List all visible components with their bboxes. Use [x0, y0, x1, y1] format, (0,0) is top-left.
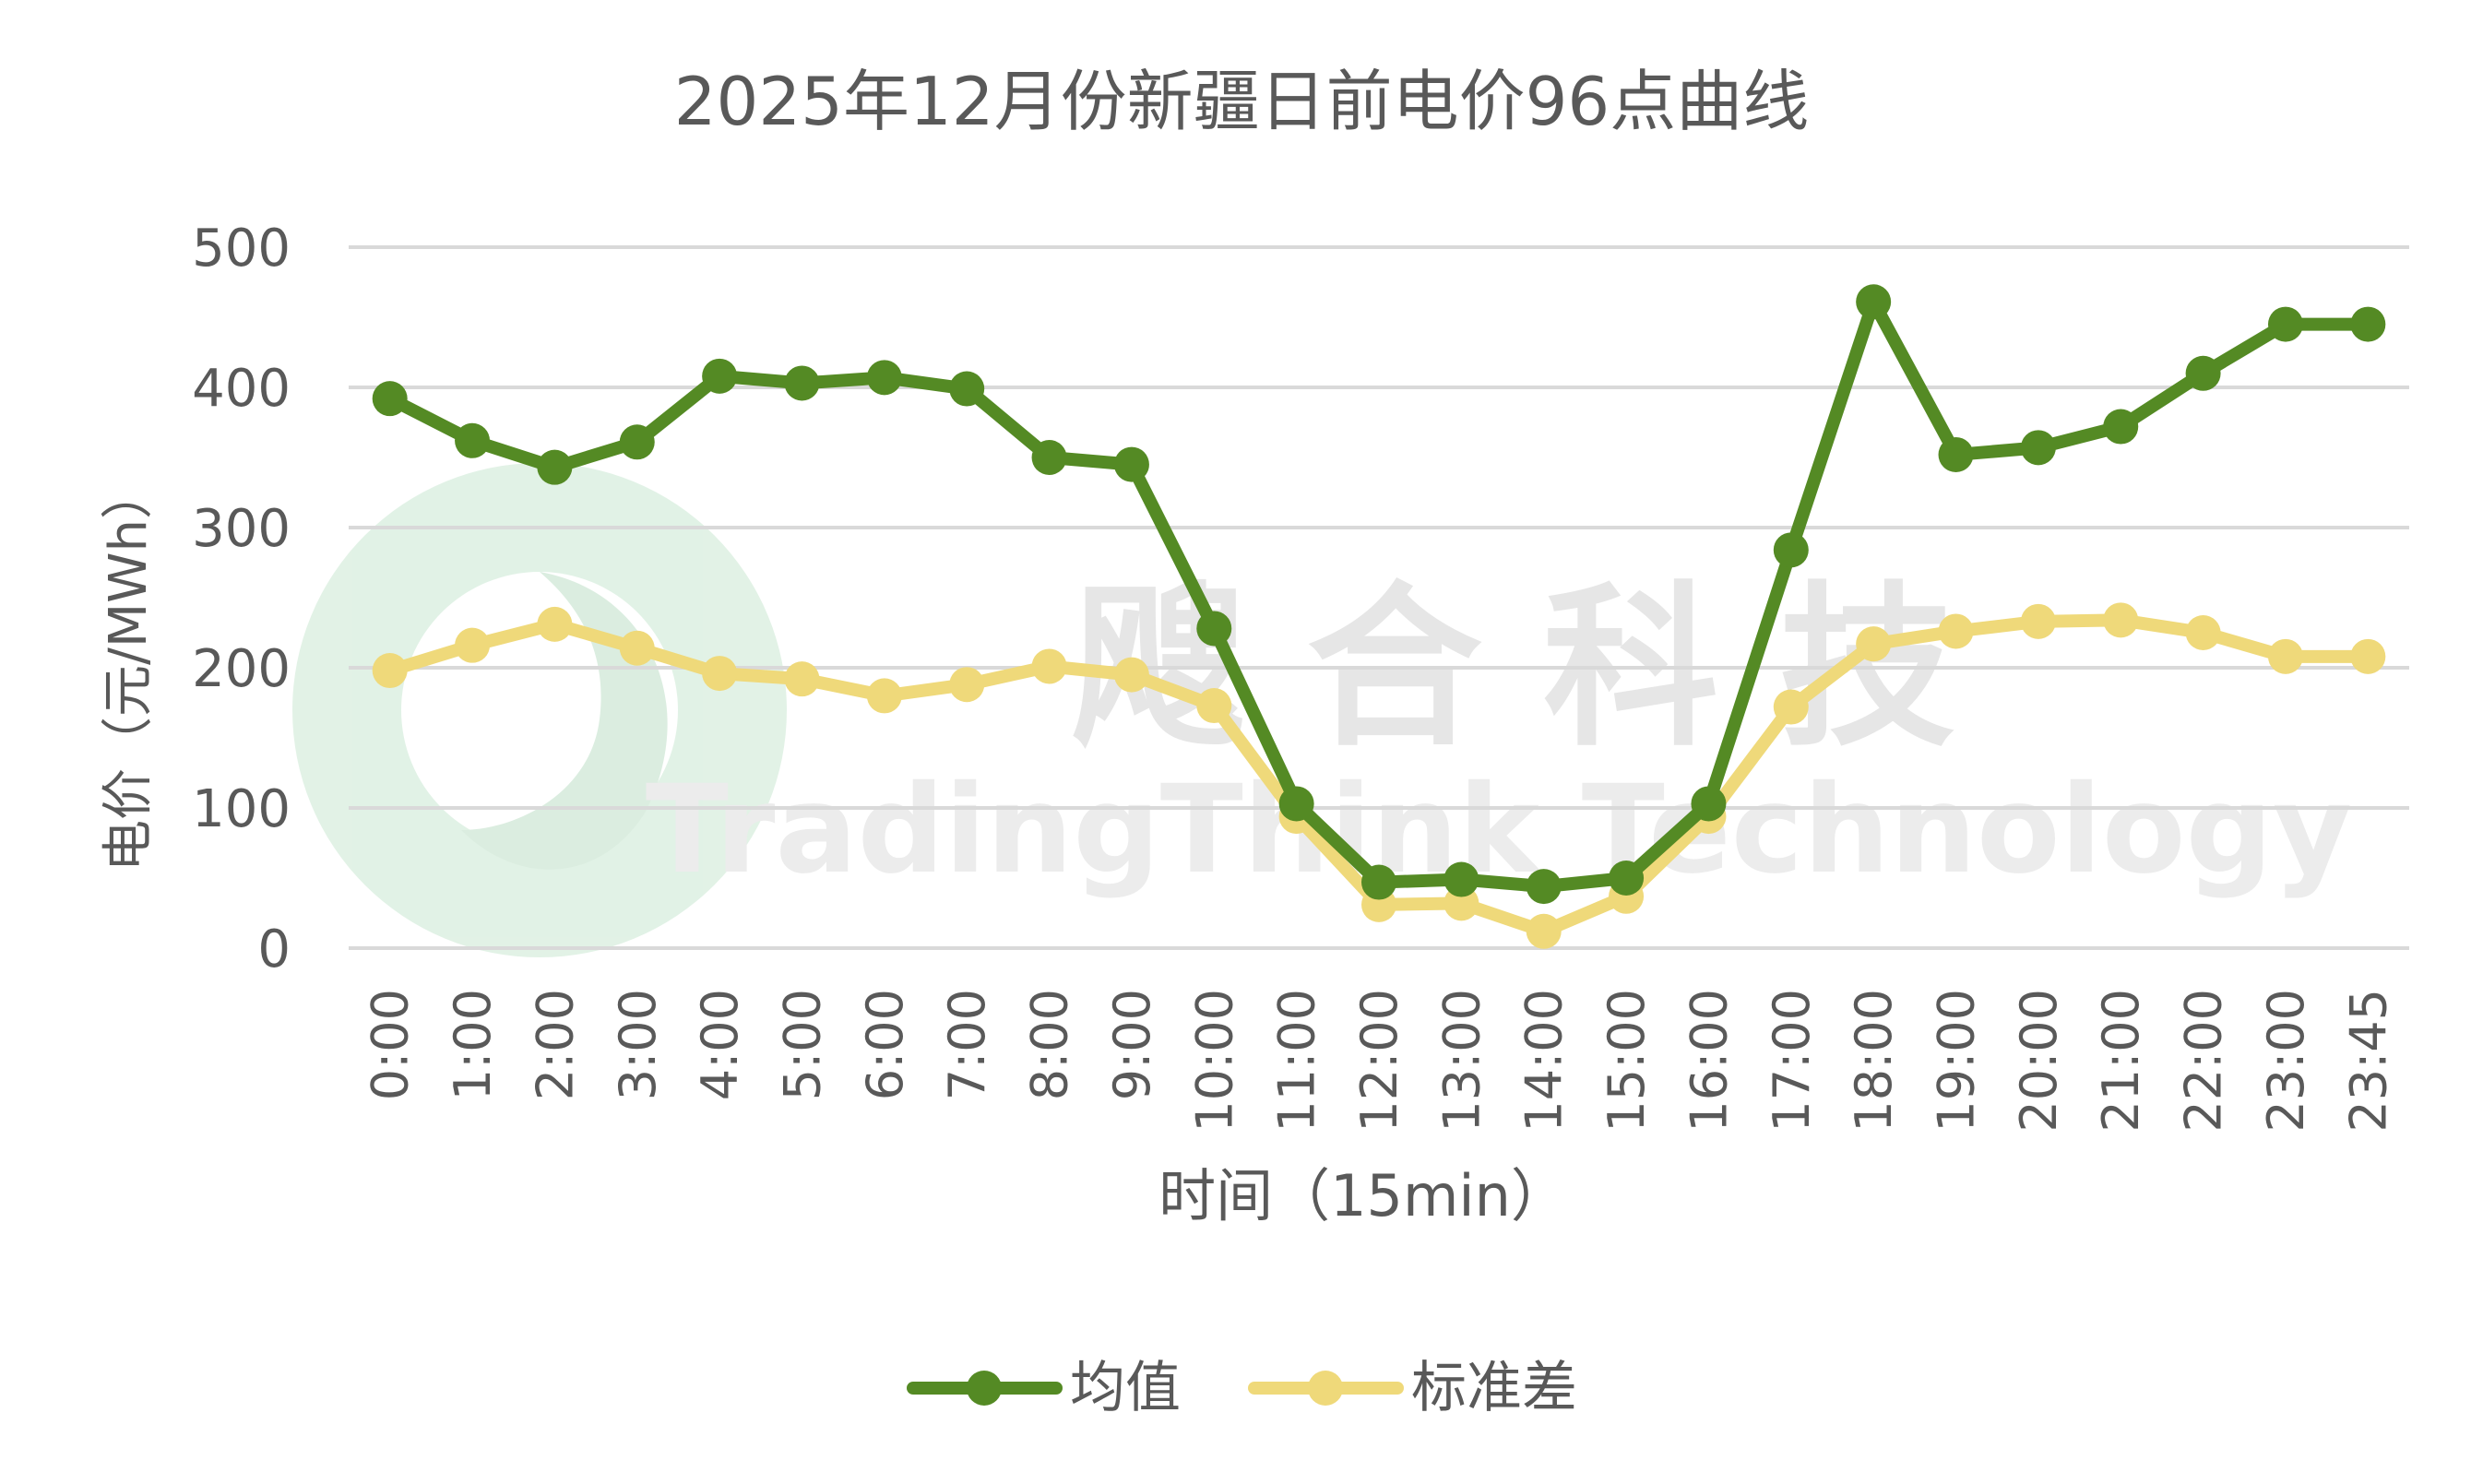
y-axis-ticks: 0 100 200 300 400 500 — [192, 219, 291, 979]
data-point-std[interactable] — [1031, 648, 1067, 684]
data-point-std[interactable] — [2103, 602, 2139, 638]
data-point-mean[interactable] — [2103, 409, 2139, 445]
data-point-mean[interactable] — [1443, 861, 1479, 897]
x-tick-label: 2:00 — [526, 989, 584, 1100]
y-tick-label: 400 — [192, 359, 291, 419]
data-point-std[interactable] — [866, 678, 902, 714]
data-point-mean[interactable] — [784, 365, 820, 401]
x-tick-label: 23:45 — [2339, 989, 2397, 1133]
legend-label-mean: 均值 — [1070, 1356, 1181, 1420]
y-tick-label: 300 — [192, 499, 291, 559]
data-point-mean[interactable] — [866, 360, 902, 396]
legend-label-std: 标准差 — [1411, 1356, 1577, 1420]
data-point-std[interactable] — [372, 653, 408, 689]
x-tick-label: 5:00 — [773, 989, 831, 1100]
legend-item-std[interactable]: 标准差 — [1248, 1356, 1577, 1420]
x-tick-label: 20:00 — [2010, 989, 2068, 1133]
y-axis-label: 电价（元/MWh） — [99, 468, 159, 872]
x-tick-label: 18:00 — [1845, 989, 1903, 1133]
legend-item-mean[interactable]: 均值 — [907, 1356, 1181, 1420]
y-tick-label: 500 — [192, 219, 291, 279]
data-point-std[interactable] — [2020, 603, 2056, 639]
x-tick-label: 10:00 — [1185, 989, 1243, 1133]
data-point-mean[interactable] — [1031, 440, 1067, 475]
x-tick-label: 9:00 — [1103, 989, 1161, 1100]
series-layer — [372, 284, 2386, 949]
x-tick-label: 21:00 — [2092, 989, 2150, 1133]
x-tick-label: 14:00 — [1515, 989, 1574, 1133]
x-tick-label: 12:00 — [1350, 989, 1408, 1133]
data-point-mean[interactable] — [1526, 869, 1562, 905]
y-tick-label: 100 — [192, 779, 291, 839]
data-point-std[interactable] — [1773, 689, 1809, 725]
x-axis-label: 时间（15min） — [1158, 1162, 1568, 1229]
data-point-mean[interactable] — [619, 424, 655, 460]
data-point-mean[interactable] — [2350, 306, 2386, 342]
watermark: 飕 合 科 技 TradingThink Technology — [292, 463, 2352, 957]
data-point-std[interactable] — [1856, 626, 1892, 662]
data-point-mean[interactable] — [1773, 532, 1809, 568]
data-point-mean[interactable] — [1938, 436, 1974, 472]
x-axis-ticks: 0:00 1:00 2:00 3:00 4:00 5:00 6:00 7:00 8:00 9:00… — [362, 989, 2398, 1133]
data-point-mean[interactable] — [949, 371, 985, 407]
data-point-mean[interactable] — [1856, 284, 1892, 320]
x-tick-label: 1:00 — [444, 989, 502, 1100]
data-point-mean[interactable] — [1361, 864, 1396, 900]
x-tick-label: 22:00 — [2175, 989, 2233, 1133]
data-point-mean[interactable] — [1113, 446, 1149, 482]
data-point-mean[interactable] — [2185, 355, 2221, 391]
data-point-std[interactable] — [1938, 613, 1974, 649]
chart-title: 2025年12月份新疆日前电价96点曲线 — [674, 63, 1809, 140]
x-tick-label: 7:00 — [938, 989, 996, 1100]
data-point-std[interactable] — [1196, 688, 1232, 724]
x-tick-label: 15:00 — [1598, 989, 1656, 1133]
data-point-std[interactable] — [537, 606, 573, 642]
gridlines — [349, 245, 2409, 950]
legend-marker-std — [1308, 1371, 1343, 1406]
data-point-std[interactable] — [619, 630, 655, 666]
data-point-mean[interactable] — [2020, 430, 2056, 466]
legend: 均值 标准差 — [907, 1356, 1577, 1420]
x-tick-label: 4:00 — [691, 989, 749, 1100]
series-mean — [372, 284, 2386, 905]
data-point-mean[interactable] — [1278, 786, 1314, 822]
x-tick-label: 8:00 — [1021, 989, 1079, 1100]
x-tick-label: 3:00 — [609, 989, 667, 1100]
data-point-std[interactable] — [2350, 638, 2386, 674]
data-point-std[interactable] — [2267, 638, 2303, 674]
x-tick-label: 23:00 — [2257, 989, 2315, 1133]
data-point-std[interactable] — [949, 667, 985, 703]
x-tick-label: 0:00 — [362, 989, 420, 1100]
x-tick-label: 16:00 — [1680, 989, 1738, 1133]
data-point-std[interactable] — [1526, 913, 1562, 949]
x-tick-label: 6:00 — [856, 989, 914, 1100]
data-point-mean[interactable] — [372, 381, 408, 417]
data-point-mean[interactable] — [2267, 306, 2303, 342]
x-tick-label: 11:00 — [1268, 989, 1326, 1133]
legend-marker-mean — [967, 1371, 1002, 1406]
data-point-mean[interactable] — [455, 422, 491, 458]
x-tick-label: 17:00 — [1763, 989, 1821, 1133]
y-tick-label: 0 — [257, 920, 291, 979]
x-tick-label: 19:00 — [1928, 989, 1986, 1133]
data-point-mean[interactable] — [1691, 786, 1727, 822]
data-point-mean[interactable] — [537, 449, 573, 485]
x-tick-label: 13:00 — [1432, 989, 1491, 1133]
data-point-std[interactable] — [1113, 657, 1149, 693]
y-tick-label: 200 — [192, 639, 291, 699]
data-point-mean[interactable] — [702, 358, 738, 394]
data-point-std[interactable] — [702, 656, 738, 692]
data-point-mean[interactable] — [1196, 611, 1232, 647]
data-point-mean[interactable] — [1609, 861, 1645, 896]
data-point-std[interactable] — [455, 627, 491, 663]
data-point-std[interactable] — [784, 661, 820, 697]
data-point-std[interactable] — [2185, 615, 2221, 650]
